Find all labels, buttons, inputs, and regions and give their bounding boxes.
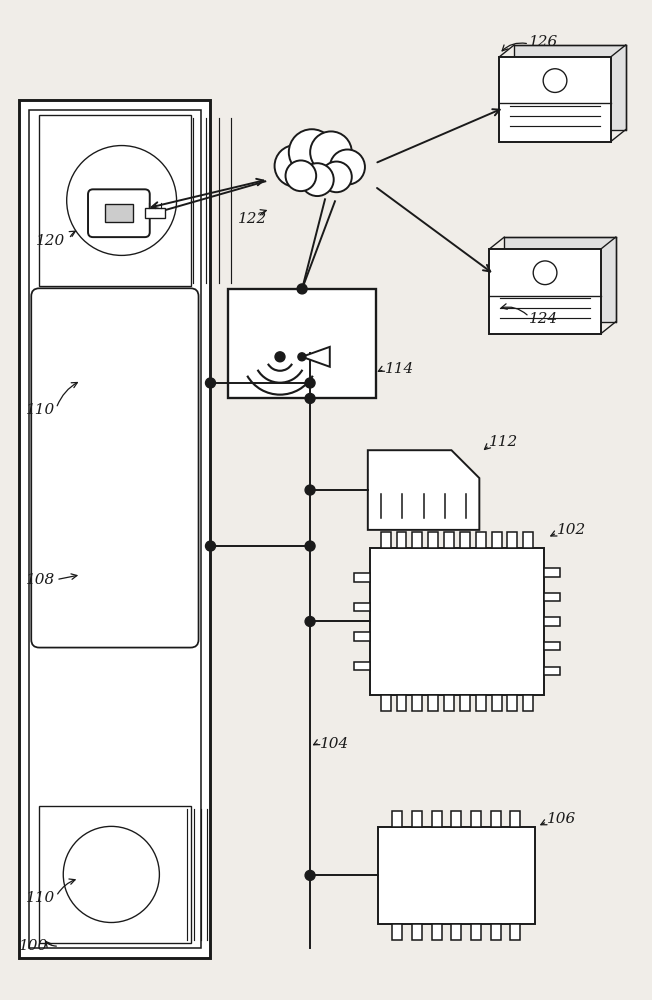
Bar — [354, 632, 370, 641]
Bar — [451, 811, 462, 827]
Bar — [20, 100, 211, 958]
Bar — [544, 667, 560, 675]
Bar — [396, 532, 406, 548]
Bar — [507, 695, 518, 711]
Polygon shape — [368, 450, 479, 530]
Bar — [524, 695, 533, 711]
Text: 108: 108 — [26, 573, 55, 587]
Circle shape — [205, 541, 215, 551]
Bar — [428, 532, 438, 548]
Text: 106: 106 — [547, 812, 576, 826]
Circle shape — [305, 870, 315, 880]
Bar — [393, 924, 402, 940]
Circle shape — [275, 352, 285, 362]
Bar — [412, 532, 422, 548]
Bar — [29, 110, 201, 948]
Text: 110: 110 — [26, 891, 55, 905]
Bar — [228, 289, 376, 398]
Bar — [378, 827, 535, 924]
Text: 102: 102 — [557, 523, 586, 537]
Bar — [381, 695, 391, 711]
Bar — [412, 811, 422, 827]
Bar — [511, 811, 520, 827]
Bar — [145, 208, 165, 218]
Circle shape — [321, 162, 352, 192]
Circle shape — [297, 284, 307, 294]
Bar — [476, 695, 486, 711]
Circle shape — [305, 541, 315, 551]
Bar — [524, 532, 533, 548]
Bar — [354, 603, 370, 611]
Text: 126: 126 — [529, 35, 558, 49]
Bar — [504, 237, 615, 322]
Circle shape — [205, 378, 215, 388]
Text: 100: 100 — [20, 939, 48, 953]
Bar — [381, 532, 391, 548]
Circle shape — [298, 353, 306, 361]
Bar — [393, 811, 402, 827]
Bar — [514, 45, 626, 130]
Circle shape — [305, 393, 315, 403]
Bar — [491, 811, 501, 827]
Circle shape — [301, 163, 334, 196]
Text: 122: 122 — [239, 212, 267, 226]
Circle shape — [305, 378, 315, 388]
Bar — [444, 532, 454, 548]
Bar — [492, 695, 501, 711]
Polygon shape — [302, 347, 330, 367]
Bar — [354, 662, 370, 670]
Bar — [396, 695, 406, 711]
Bar — [471, 811, 481, 827]
Circle shape — [289, 129, 335, 175]
Bar — [412, 924, 422, 940]
Bar — [544, 593, 560, 601]
Bar — [492, 532, 501, 548]
Text: 110: 110 — [26, 403, 55, 417]
Bar — [460, 695, 470, 711]
Text: 124: 124 — [529, 312, 558, 326]
Circle shape — [274, 145, 316, 187]
Circle shape — [286, 160, 316, 191]
Bar — [460, 532, 470, 548]
FancyBboxPatch shape — [88, 189, 150, 237]
Circle shape — [305, 617, 315, 626]
Bar — [428, 695, 438, 711]
Bar — [499, 57, 611, 142]
Bar — [432, 811, 442, 827]
Bar — [544, 617, 560, 626]
Bar — [507, 532, 518, 548]
Bar — [491, 924, 501, 940]
Circle shape — [310, 131, 352, 173]
Text: 104: 104 — [320, 737, 349, 751]
Circle shape — [305, 485, 315, 495]
Bar — [105, 204, 133, 222]
Bar — [544, 642, 560, 650]
Circle shape — [330, 149, 365, 185]
Bar — [471, 924, 481, 940]
Bar — [511, 924, 520, 940]
Bar — [451, 924, 462, 940]
Bar — [39, 115, 190, 286]
Circle shape — [543, 69, 567, 92]
Text: 120: 120 — [37, 234, 65, 248]
Bar — [354, 573, 370, 582]
Bar — [544, 568, 560, 577]
Bar — [489, 249, 601, 334]
Circle shape — [533, 261, 557, 285]
Bar — [432, 924, 442, 940]
Bar — [370, 548, 544, 695]
Text: 112: 112 — [489, 435, 518, 449]
Bar — [476, 532, 486, 548]
Bar — [39, 806, 190, 943]
Bar — [412, 695, 422, 711]
Bar — [444, 695, 454, 711]
Text: 114: 114 — [385, 362, 414, 376]
